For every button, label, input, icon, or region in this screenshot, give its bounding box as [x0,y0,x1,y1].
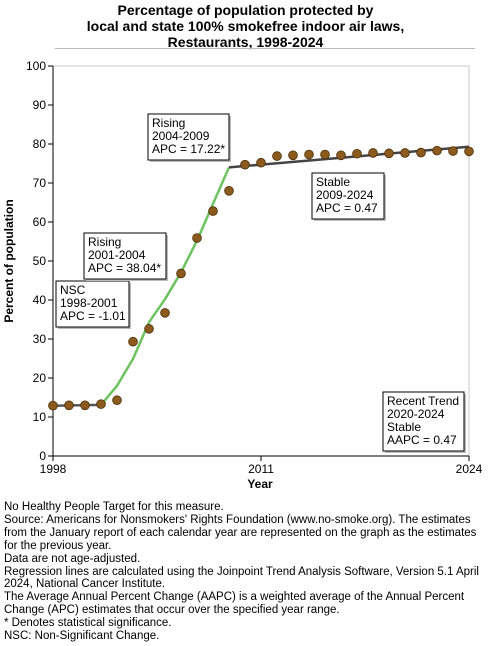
data-point [368,148,378,158]
annotation-line: 2004-2009 [152,129,210,143]
footnote-regression: Regression lines are calculated using th… [4,565,479,591]
trend-line-rising-2004-2009 [147,166,231,323]
title-divider [55,48,475,49]
trend-line-nsc-1998-2001 [52,403,102,407]
data-point [240,159,250,170]
annotation-line: Recent Trend [387,394,459,408]
data-point [288,150,298,161]
x-tick-label: 2011 [248,462,274,476]
footnote-target: No Healthy People Target for this measur… [4,501,224,513]
data-point [256,157,266,168]
annotation-box [83,232,167,280]
data-point [336,150,346,161]
annotation-box [55,280,130,328]
annotation-line: APC = 0.47 [316,201,378,215]
chart-title-line-3: Restaurants, 1998-2024 [167,34,324,50]
footnote-age-adjustment: Data are not age-adjusted. [4,552,141,565]
footnote-significance: * Denotes statistical significance. [4,617,172,630]
annotation-line: 2001-2004 [88,248,146,262]
x-tick-label: 2024 [456,462,483,476]
data-point [432,145,442,156]
annotation-line: Rising [152,116,185,130]
annotation-box [147,113,230,161]
data-point [96,399,106,409]
data-point [320,149,330,160]
chart-title: Percentage of population protected by lo… [0,2,491,50]
data-point [384,148,394,159]
data-point [464,146,474,157]
trend-chart: 0 10 20 30 40 50 60 70 80 90 100 1998 2011 2024 NSC19… [2,59,483,491]
annotation-line: AAPC = 0.47 [387,433,457,447]
y-tick-label: 60 [33,215,47,229]
data-point [144,324,154,334]
footnote-aapc: The Average Annual Percent Change (AAPC)… [4,591,465,617]
data-points [48,145,474,411]
footnotes: No Healthy People Target for this measur… [4,501,488,643]
annotation-line: NSC [60,283,86,297]
annotation-line: Stable [387,420,421,434]
trend-line-rising-2001-2004 [100,321,151,406]
y-tick-label: 70 [33,176,47,190]
y-tick-label: 0 [39,449,46,463]
annotation-box [311,172,385,220]
annotation-box [382,391,465,452]
data-point [416,147,426,158]
annotation-line: 2009-2024 [316,188,374,202]
data-point [304,149,314,160]
annotation-line: 2020-2024 [387,407,445,421]
data-point [112,395,122,406]
data-point [128,336,138,347]
data-point [80,400,90,411]
annotation-line: Rising [88,235,121,249]
y-tick-label: 80 [33,137,47,151]
x-axis-label: Year [247,477,273,491]
annotation-line: APC = 38.04* [88,261,161,275]
y-tick-label: 100 [26,59,46,73]
chart-title-line-2: local and state 100% smokefree indoor ai… [86,18,405,34]
data-point [272,151,282,161]
y-tick-label: 90 [33,98,47,112]
data-point [64,400,74,411]
y-tick-label: 40 [33,293,47,307]
footnote-nsc: NSC: Non-Significant Change. [4,630,160,643]
y-tick-label: 20 [33,371,47,385]
data-point [448,146,458,156]
y-tick-label: 50 [33,254,47,268]
data-point [176,268,186,279]
annotation-line: APC = 17.22* [152,142,225,156]
x-tick-label: 1998 [40,462,67,476]
data-point [352,148,362,159]
data-point [48,400,58,411]
y-tick-label: 30 [33,332,47,346]
annotation-line: Stable [316,175,350,189]
annotation-line: APC = -1.01 [60,309,126,323]
chart-title-line-1: Percentage of population protected by [117,2,374,18]
data-point [400,148,410,158]
chart-axes: 0 10 20 30 40 50 60 70 80 90 100 1998 2011 2024 [26,59,483,476]
y-axis-label: Percent of population [2,199,16,322]
data-point [208,206,218,216]
data-point [224,186,234,196]
data-point [192,233,202,243]
y-tick-label: 10 [33,410,47,424]
data-point [160,308,170,318]
trend-line-stable-2009-2024 [228,145,470,169]
trend-lines [52,145,470,407]
annotation-line: 1998-2001 [60,296,118,310]
footnote-source: Source: Americans for Nonsmokers' Rights… [4,513,477,552]
